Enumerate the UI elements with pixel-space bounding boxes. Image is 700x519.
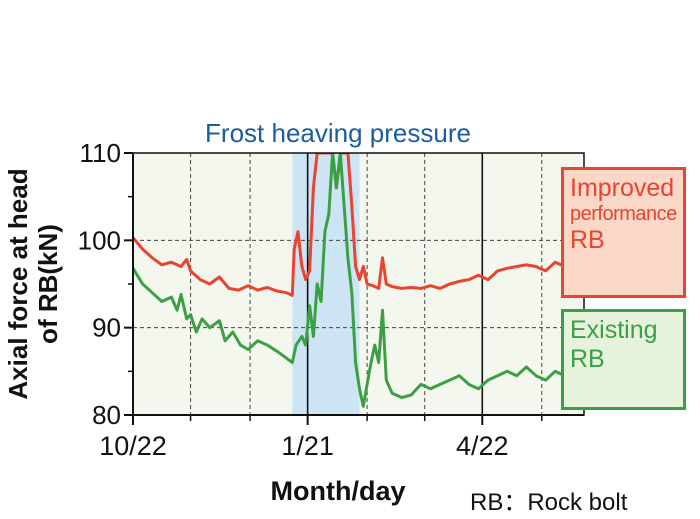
legend-improved-line1: Improved — [570, 174, 675, 202]
y-tick-label: 100 — [78, 225, 121, 255]
annotation-frost-heaving: Frost heaving pressure — [205, 118, 471, 148]
y-axis-label-line2: of RB(kN) — [33, 224, 63, 344]
y-tick-label: 110 — [80, 138, 121, 168]
series-line-existing — [133, 153, 584, 408]
y-tick-label: 80 — [92, 400, 121, 430]
legend-existing-rb: Existing RB — [561, 309, 686, 410]
series-line-improved — [133, 153, 584, 297]
legend-existing-line1: Existing — [570, 316, 658, 344]
x-axis-label: Month/day — [271, 476, 406, 506]
legend-existing-line3: RB — [570, 344, 605, 373]
legend-improved-line3: RB — [570, 225, 605, 254]
x-tick-label: 4/22 — [456, 431, 509, 461]
y-axis-label-line1: Axial force at head — [3, 168, 33, 399]
y-axis: 80 90 100 110 — [78, 138, 134, 430]
x-tick-label: 10/22 — [99, 431, 167, 461]
legend-improved-rb: Improved performance RB — [561, 167, 686, 298]
y-tick-label: 90 — [92, 313, 121, 343]
legend-improved-line2: performance — [570, 202, 677, 225]
series-group — [133, 153, 584, 408]
x-axis: 10/22 1/21 4/22 — [99, 414, 584, 461]
grid — [133, 153, 584, 415]
rock-bolt-note: RB：Rock bolt — [470, 489, 628, 516]
frost-heaving-span — [292, 153, 360, 415]
x-tick-label: 1/21 — [281, 431, 334, 461]
